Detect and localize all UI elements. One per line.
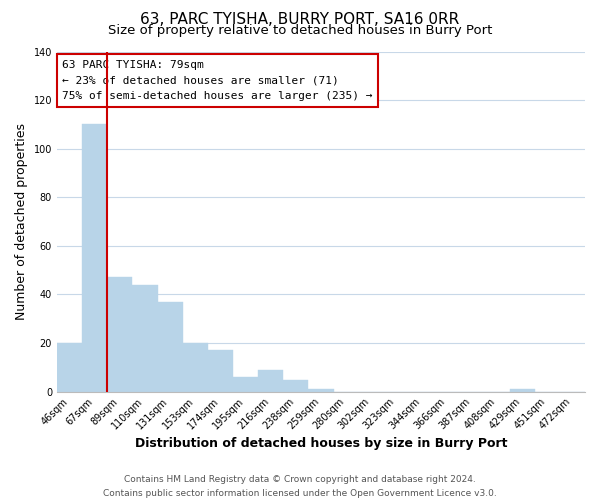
Text: Size of property relative to detached houses in Burry Port: Size of property relative to detached ho… [108,24,492,37]
Bar [82,124,107,392]
Bar [158,302,182,392]
Bar [308,389,334,392]
Bar [133,285,158,392]
Text: 63 PARC TYISHA: 79sqm
← 23% of detached houses are smaller (71)
75% of semi-deta: 63 PARC TYISHA: 79sqm ← 23% of detached … [62,60,373,101]
Bar [283,380,308,392]
Bar [107,278,133,392]
Bar [258,370,283,392]
Text: 63, PARC TYISHA, BURRY PORT, SA16 0RR: 63, PARC TYISHA, BURRY PORT, SA16 0RR [140,12,460,28]
X-axis label: Distribution of detached houses by size in Burry Port: Distribution of detached houses by size … [135,437,507,450]
Bar [57,343,82,392]
Bar [208,350,233,392]
Bar [182,343,208,392]
Bar [509,389,535,392]
Bar [233,377,258,392]
Y-axis label: Number of detached properties: Number of detached properties [15,123,28,320]
Text: Contains HM Land Registry data © Crown copyright and database right 2024.
Contai: Contains HM Land Registry data © Crown c… [103,476,497,498]
